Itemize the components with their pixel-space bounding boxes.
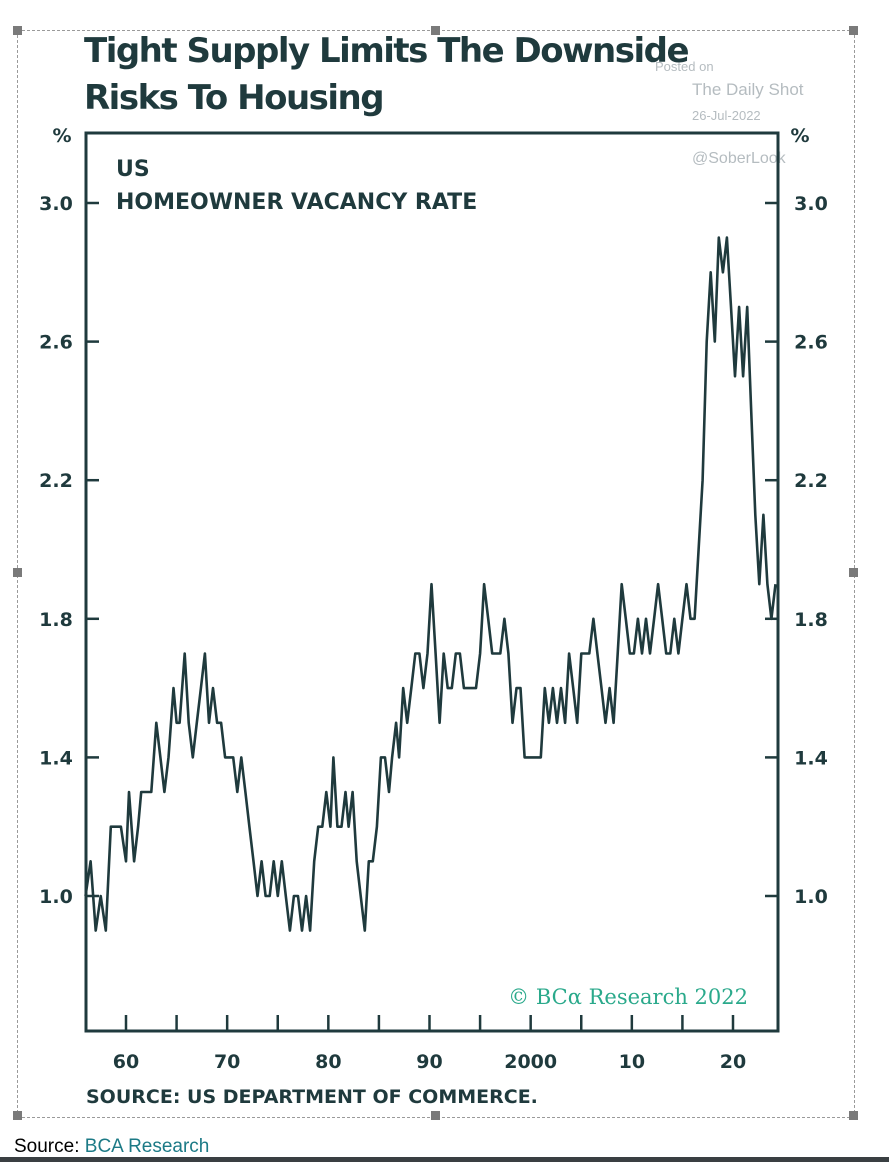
y-unit-right: %: [790, 125, 809, 147]
y-unit-left: %: [52, 125, 71, 147]
resize-handle-top-left[interactable]: [13, 26, 22, 35]
y-axis-right: 1.0 1.4 1.8 2.2 2.6 3.0: [765, 193, 828, 908]
watermark-posted-on: Posted on: [655, 59, 714, 74]
bca-research-link[interactable]: BCA Research: [84, 1136, 210, 1157]
source-note: SOURCE: US DEPARTMENT OF COMMERCE.: [86, 1086, 538, 1108]
x-tick-label: 60: [113, 1051, 139, 1073]
y-tick-label-left: 1.8: [39, 609, 73, 631]
y-tick-label-right: 2.6: [794, 332, 828, 354]
watermark-daily-shot: The Daily Shot: [692, 80, 804, 99]
plot-border: [84, 131, 780, 1033]
resize-handle-middle-left[interactable]: [13, 568, 22, 577]
y-tick-label-left: 3.0: [39, 193, 73, 215]
y-tick-label-right: 1.4: [794, 747, 828, 769]
caption: Source: BCA Research: [14, 1136, 209, 1158]
resize-handle-top-right[interactable]: [849, 26, 858, 35]
y-tick-label-left: 1.0: [39, 886, 73, 908]
y-tick-label-right: 3.0: [794, 193, 828, 215]
x-tick-label: 80: [315, 1051, 341, 1073]
y-tick-label-left: 1.4: [39, 747, 73, 769]
resize-handle-bottom-left[interactable]: [13, 1111, 22, 1120]
y-tick-label-right: 1.0: [794, 886, 828, 908]
y-tick-label-right: 1.8: [794, 609, 828, 631]
x-tick-label: 90: [416, 1051, 442, 1073]
resize-handle-bottom-center[interactable]: [431, 1111, 440, 1120]
vacancy-rate-line: [84, 236, 777, 932]
resize-handle-top-center[interactable]: [431, 26, 440, 35]
y-tick-label-left: 2.6: [39, 332, 73, 354]
bca-copyright: © BCα Research 2022: [508, 985, 748, 1009]
resize-handle-bottom-right[interactable]: [849, 1111, 858, 1120]
y-axis-left: 1.0 1.4 1.8 2.2 2.6 3.0: [39, 193, 99, 908]
watermark-handle: @SoberLook: [692, 150, 786, 167]
panel-label-series: HOMEOWNER VACANCY RATE: [116, 190, 477, 215]
x-tick-label: 20: [720, 1051, 746, 1073]
watermark-date: 26-Jul-2022: [692, 108, 761, 123]
caption-prefix: Source:: [14, 1136, 85, 1157]
x-tick-label: 10: [619, 1051, 645, 1073]
x-axis: 60 70 80 90 2000 10 20: [113, 1015, 746, 1073]
x-tick-label: 2000: [504, 1051, 557, 1073]
resize-handle-middle-right[interactable]: [849, 568, 858, 577]
y-tick-label-right: 2.2: [794, 470, 828, 492]
chart-title: Tight Supply Limits The Downside Risks T…: [84, 31, 690, 118]
panel-label-region: US: [116, 157, 150, 182]
bottom-bar: [0, 1157, 889, 1162]
x-tick-label: 70: [214, 1051, 240, 1073]
y-tick-label-left: 2.2: [39, 470, 73, 492]
